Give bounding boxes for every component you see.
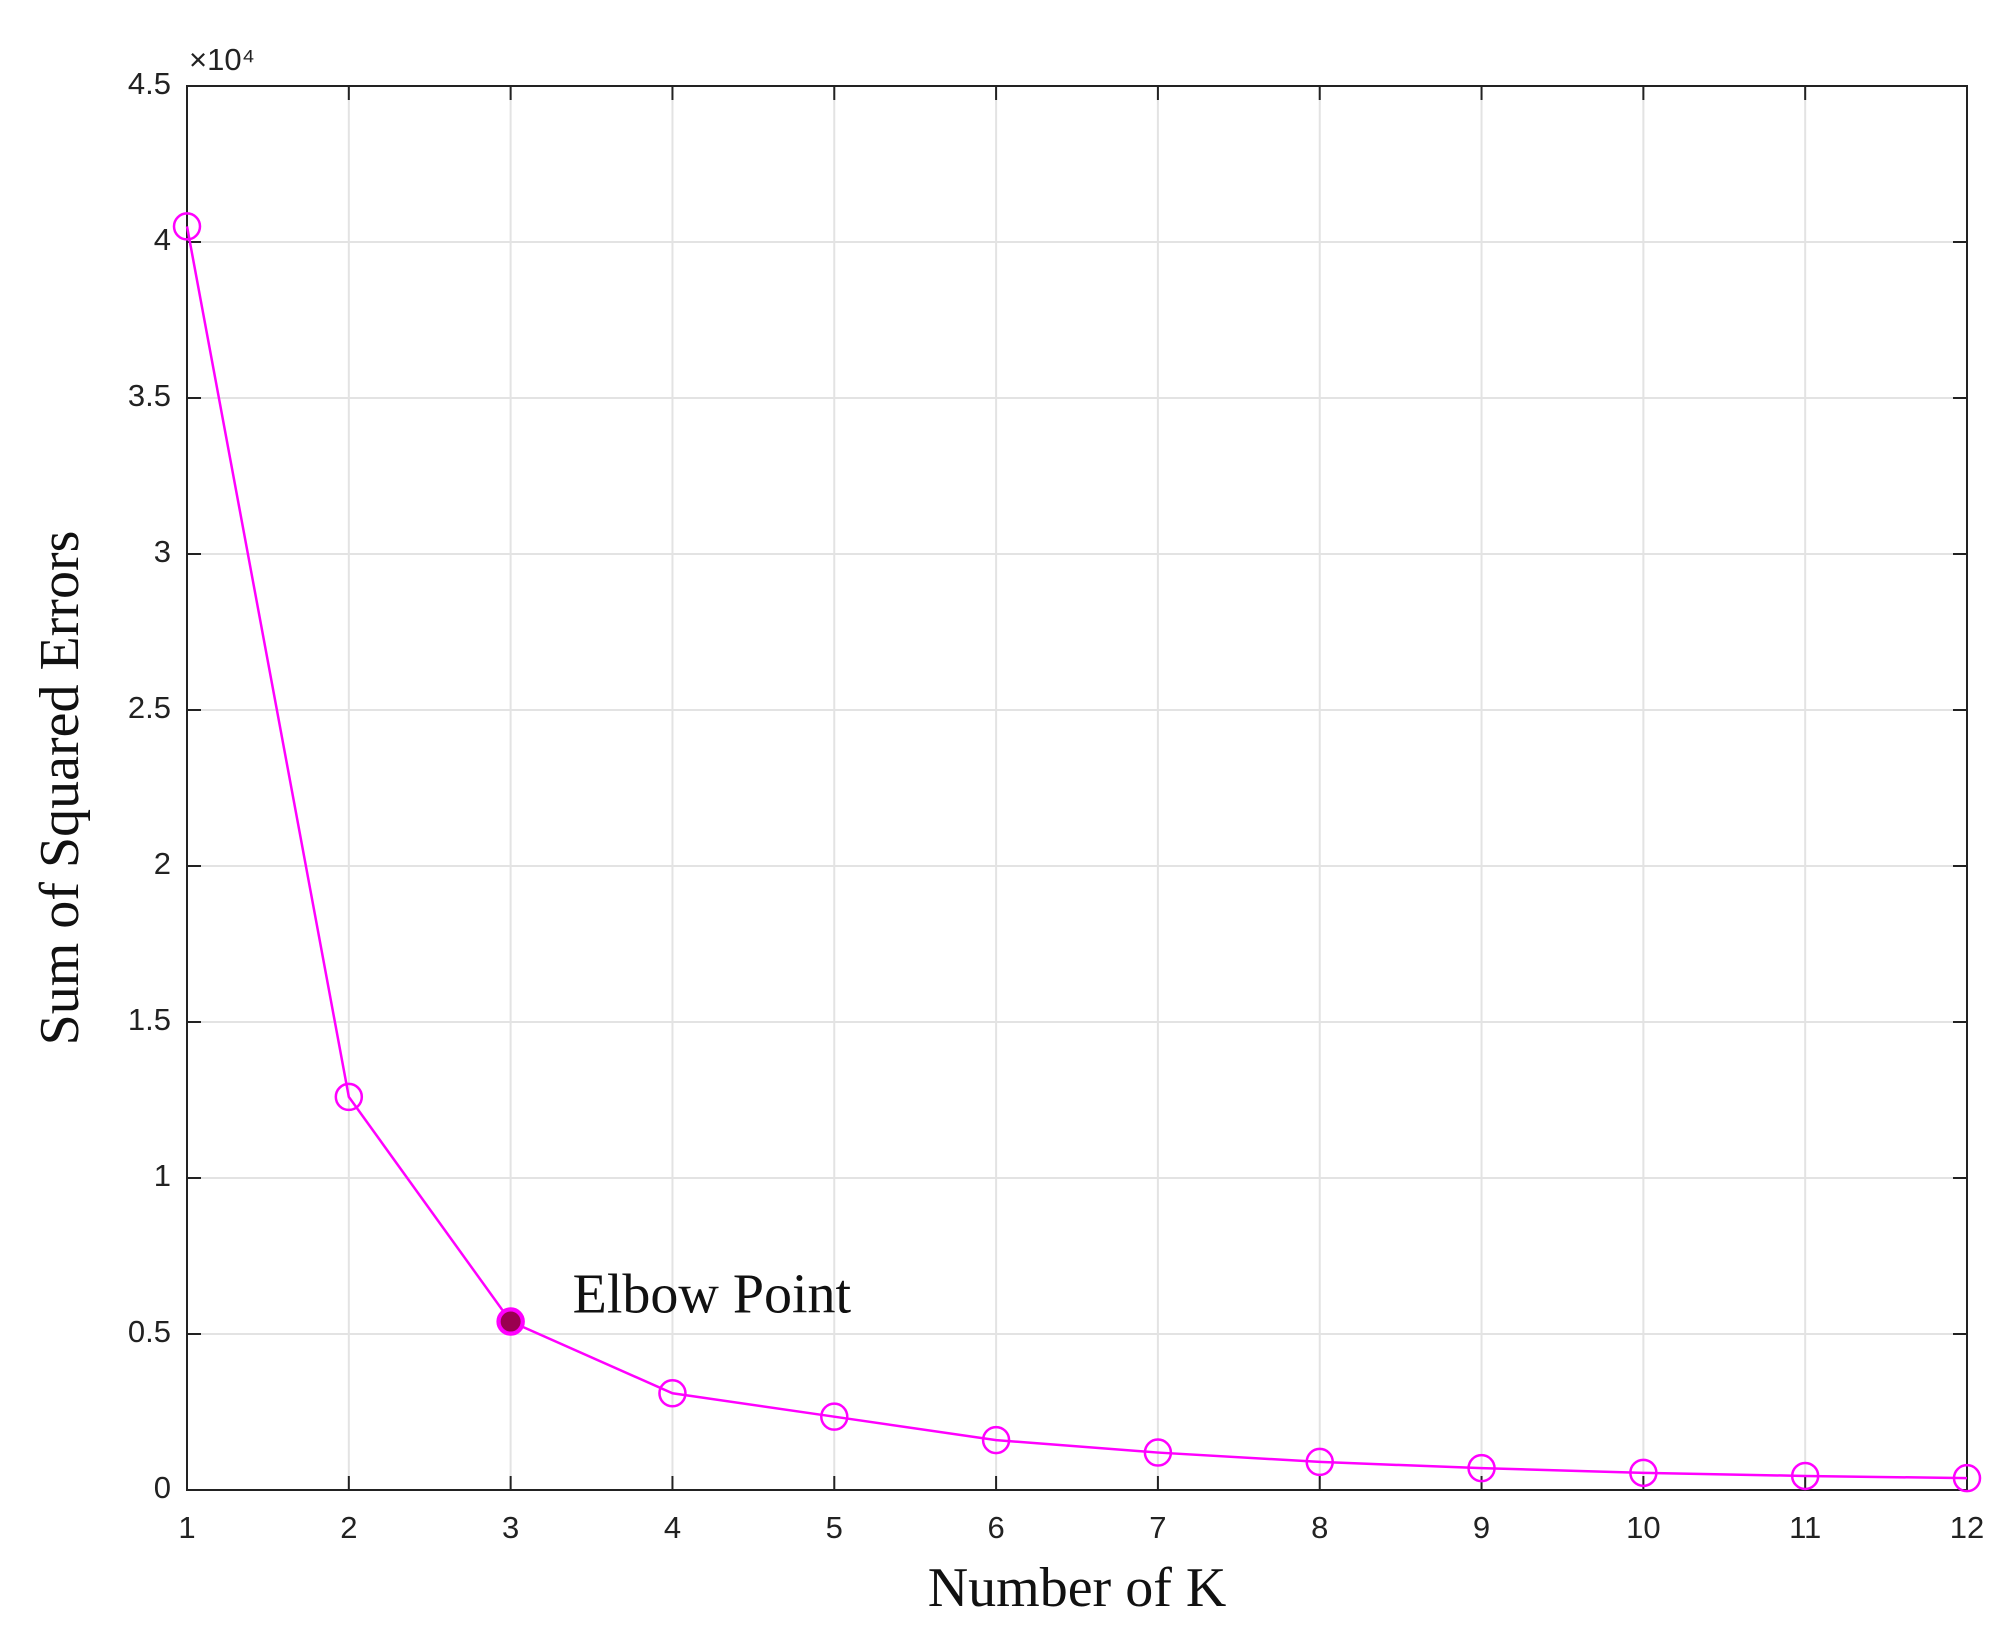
marker xyxy=(1952,1463,1982,1493)
plot-frame xyxy=(186,85,1968,1491)
x-tick-label: 2 xyxy=(340,1510,357,1545)
y-multiplier: ×10⁴ xyxy=(189,42,255,77)
x-tick-label: 7 xyxy=(1149,1510,1166,1545)
annotation: Elbow Point xyxy=(573,1263,852,1325)
x-axis-label: Number of K xyxy=(928,1557,1227,1619)
marker xyxy=(1629,1458,1658,1488)
x-tick-label: 10 xyxy=(1626,1510,1660,1545)
y-tick-label: 3 xyxy=(154,534,171,569)
y-tick-label: 4.5 xyxy=(128,66,171,101)
x-tick-label: 9 xyxy=(1473,1510,1490,1545)
marker xyxy=(1143,1438,1173,1467)
marker xyxy=(496,1307,525,1336)
x-tick-label: 8 xyxy=(1311,1510,1328,1545)
highlight-marker xyxy=(498,1309,523,1334)
y-tick-label: 0 xyxy=(154,1470,171,1505)
x-tick-label: 12 xyxy=(1950,1510,1984,1545)
y-tick-label: 0.5 xyxy=(128,1314,171,1349)
marker xyxy=(1305,1447,1334,1477)
marker xyxy=(981,1425,1011,1455)
marker xyxy=(1790,1461,1820,1491)
x-tick-label: 1 xyxy=(178,1510,195,1545)
line xyxy=(185,226,1968,1480)
marker xyxy=(658,1379,687,1408)
y-axis-label: Sum of Squared Errors xyxy=(29,531,91,1046)
x-tick-label: 6 xyxy=(987,1510,1004,1545)
y-tick-label: 3.5 xyxy=(128,378,171,413)
marker xyxy=(820,1402,849,1431)
x-tick-label: 4 xyxy=(664,1510,681,1545)
marker xyxy=(1467,1453,1496,1483)
x-tick-label: 3 xyxy=(502,1510,519,1545)
x-tick-label: 11 xyxy=(1789,1510,1821,1545)
y-tick-label: 1 xyxy=(154,1158,171,1193)
y-tick-label: 4 xyxy=(154,222,171,257)
marker xyxy=(334,1082,364,1112)
y-tick-label: 2 xyxy=(154,846,171,881)
y-tick-label: 2.5 xyxy=(128,690,171,725)
x-tick-label: 5 xyxy=(826,1510,843,1545)
marker xyxy=(172,212,202,241)
y-tick-label: 1.5 xyxy=(128,1002,171,1037)
